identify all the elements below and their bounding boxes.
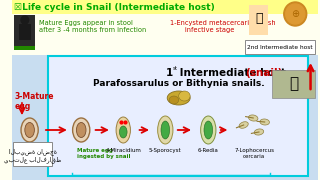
Ellipse shape xyxy=(248,115,258,121)
FancyBboxPatch shape xyxy=(244,40,315,54)
Bar xyxy=(14,46,35,50)
Text: 4-Miracidium: 4-Miracidium xyxy=(105,148,141,153)
Text: 6-Redia: 6-Redia xyxy=(198,148,219,153)
Text: 2nd Intermediate host: 2nd Intermediate host xyxy=(247,44,313,50)
Text: البيضة ناضجة: البيضة ناضجة xyxy=(9,148,56,155)
Ellipse shape xyxy=(76,123,86,138)
Ellipse shape xyxy=(158,116,173,144)
FancyBboxPatch shape xyxy=(48,56,308,176)
FancyBboxPatch shape xyxy=(14,15,35,50)
Ellipse shape xyxy=(116,117,131,143)
Text: st: st xyxy=(173,66,178,71)
Ellipse shape xyxy=(167,91,190,105)
Text: (snail): (snail) xyxy=(245,68,283,78)
Text: 7-Lophocercus
cercaria: 7-Lophocercus cercaria xyxy=(234,148,274,159)
Ellipse shape xyxy=(161,121,170,139)
Text: Mature egg
ingested by snail: Mature egg ingested by snail xyxy=(77,148,131,159)
Ellipse shape xyxy=(254,129,264,135)
Ellipse shape xyxy=(239,122,248,128)
Ellipse shape xyxy=(25,123,34,138)
FancyBboxPatch shape xyxy=(19,24,31,40)
Text: يبتلع بالفراقظ: يبتلع بالفراقظ xyxy=(4,156,61,163)
Text: 1: 1 xyxy=(166,68,173,78)
Text: ☒Life cycle in Snail (Intermediate host): ☒Life cycle in Snail (Intermediate host) xyxy=(14,3,215,12)
Text: Mature Eggs appear in stool
after 3 -4 months from infection: Mature Eggs appear in stool after 3 -4 m… xyxy=(39,20,147,33)
Ellipse shape xyxy=(169,96,179,104)
Text: ⊕: ⊕ xyxy=(291,9,299,19)
Text: 🐟: 🐟 xyxy=(289,76,298,91)
Circle shape xyxy=(284,2,307,26)
Ellipse shape xyxy=(21,118,38,142)
Ellipse shape xyxy=(201,116,216,144)
Ellipse shape xyxy=(179,91,190,101)
Ellipse shape xyxy=(119,126,127,138)
Ellipse shape xyxy=(204,121,212,139)
Text: 🧍: 🧍 xyxy=(255,12,263,24)
Text: 3-Mature
egg: 3-Mature egg xyxy=(14,92,54,111)
Text: 5-Sporocyst: 5-Sporocyst xyxy=(149,148,182,153)
Circle shape xyxy=(286,4,305,24)
Ellipse shape xyxy=(260,119,269,125)
Bar xyxy=(12,0,318,14)
FancyBboxPatch shape xyxy=(249,5,268,35)
FancyBboxPatch shape xyxy=(272,70,315,98)
Circle shape xyxy=(21,16,29,24)
Ellipse shape xyxy=(73,118,90,142)
Text: 1-Encysted metacercaria in fish
       infective stage: 1-Encysted metacercaria in fish infectiv… xyxy=(170,20,276,33)
Text: Intermediate host: Intermediate host xyxy=(176,68,289,78)
FancyBboxPatch shape xyxy=(13,142,52,166)
Text: Parafossarulus or Bithynia snails.: Parafossarulus or Bithynia snails. xyxy=(93,79,265,88)
Bar xyxy=(12,55,318,180)
